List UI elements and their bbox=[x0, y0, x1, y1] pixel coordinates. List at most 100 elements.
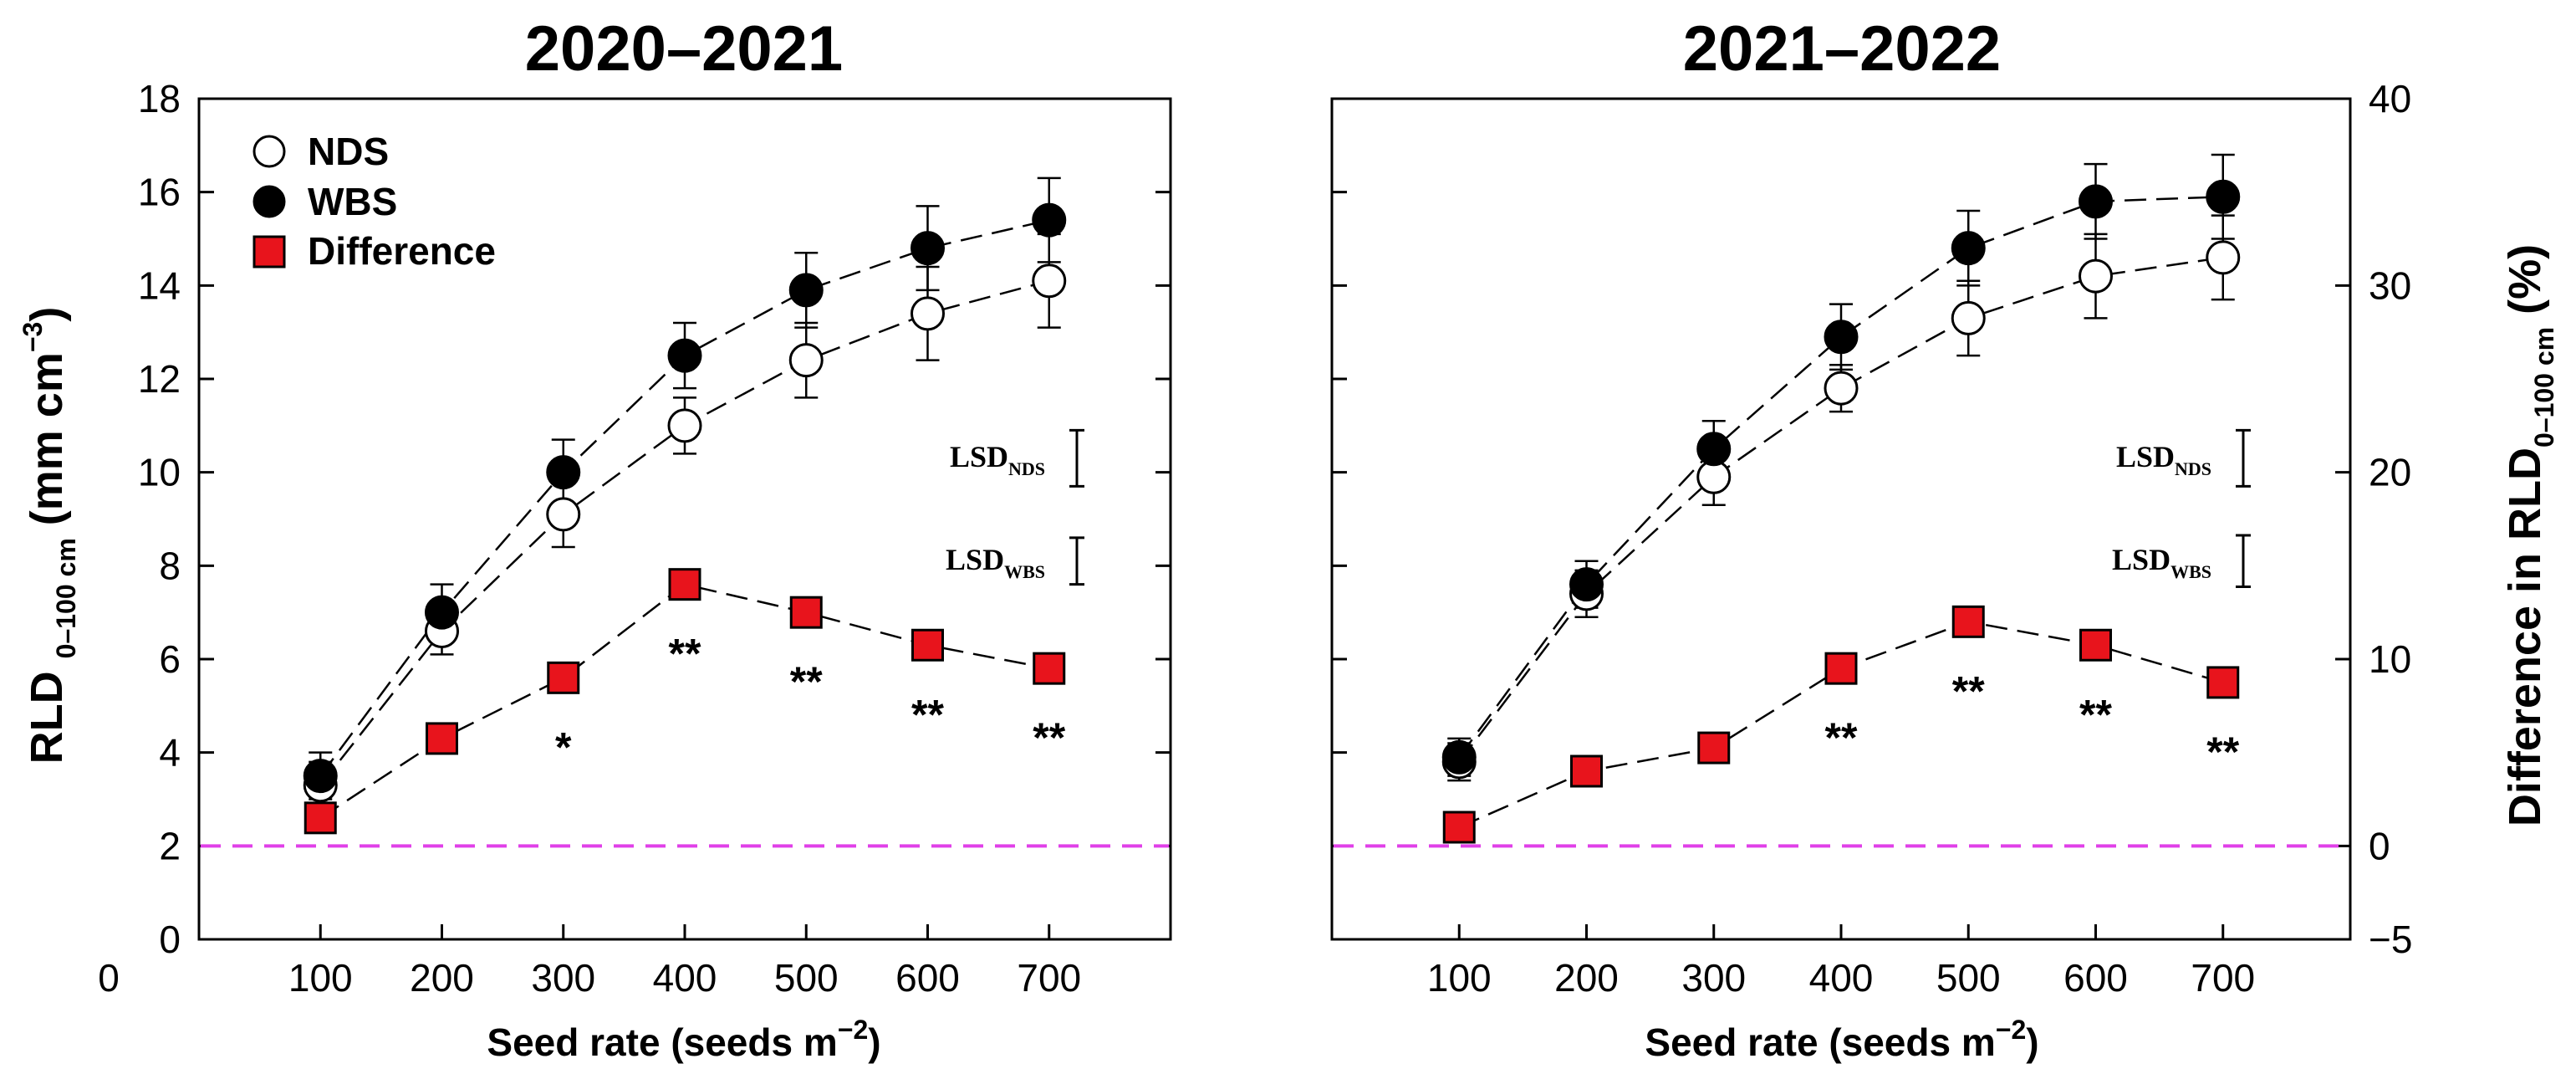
lsd-label-sub: NDS bbox=[1008, 458, 1045, 479]
lsd-label-sub: WBS bbox=[1004, 561, 1045, 582]
point-difference bbox=[1824, 652, 1858, 685]
legend-marker-difference bbox=[252, 235, 286, 268]
y2-tick-label: 20 bbox=[2369, 451, 2411, 494]
panel-2020-2021: 2020–2021 0 2 4 6 8 10 12 14 16 18 0 100 200 300 400 5… bbox=[18, 13, 1172, 1064]
x-tick-label: 500 bbox=[774, 956, 839, 1000]
legend-marker-wbs bbox=[252, 185, 286, 218]
legend-label-difference: Difference bbox=[308, 229, 496, 273]
point-nds bbox=[1032, 263, 1067, 299]
y-tick-label: 4 bbox=[159, 731, 181, 775]
lsd-label-main: LSD bbox=[950, 440, 1008, 473]
y2-tick-label: 40 bbox=[2369, 77, 2411, 120]
significance-label: ** bbox=[1825, 714, 1858, 761]
y2-axis-label: Difference in RLD0–100 cm (%) bbox=[2500, 244, 2559, 826]
point-difference bbox=[1697, 731, 1731, 765]
y-tick-label: 2 bbox=[159, 824, 181, 867]
legend-marker-nds bbox=[252, 135, 286, 168]
x-axis-ticks: 0 100 200 300 400 500 600 700 bbox=[98, 924, 1081, 1000]
y2-tick-label: 0 bbox=[2369, 824, 2390, 867]
legend-label-wbs: WBS bbox=[308, 180, 397, 223]
x-axis-ticks: 100 200 300 400 500 600 700 bbox=[1427, 924, 2255, 1000]
x-tick-label: 300 bbox=[531, 956, 595, 1000]
y-tick-label: 14 bbox=[138, 263, 181, 307]
point-difference bbox=[1033, 652, 1066, 685]
point-difference bbox=[547, 661, 580, 694]
x-tick-label: 400 bbox=[653, 956, 717, 1000]
x-axis-label: Seed rate (seeds m−2) bbox=[487, 1015, 880, 1064]
y2-tick-label: −5 bbox=[2369, 918, 2412, 961]
panel-2021-2022: 2021–2022 −5 0 10 20 30 40 100 200 300 400 500 600… bbox=[1330, 13, 2559, 1064]
point-wbs bbox=[546, 455, 581, 490]
point-wbs bbox=[1951, 231, 1986, 266]
point-wbs bbox=[1441, 739, 1477, 775]
point-difference bbox=[304, 801, 337, 835]
point-wbs bbox=[2079, 184, 2113, 219]
significance-label: * bbox=[555, 724, 572, 770]
chart-title: 2021–2022 bbox=[1683, 13, 2001, 84]
point-wbs bbox=[1569, 567, 1604, 602]
lsd-label-sub: NDS bbox=[2175, 458, 2211, 479]
y2-tick-label: 30 bbox=[2369, 263, 2411, 307]
y-axis-label: RLD 0–100 cm (mm cm−3) bbox=[18, 307, 81, 765]
x-tick-label: 700 bbox=[2191, 956, 2255, 1000]
significance-label: ** bbox=[790, 658, 823, 705]
x-tick-label: 600 bbox=[2063, 956, 2128, 1000]
x-tick-label: 600 bbox=[895, 956, 960, 1000]
plot-frame bbox=[1330, 97, 2352, 941]
x-tick-label: 100 bbox=[1427, 956, 1492, 1000]
point-wbs bbox=[303, 759, 338, 794]
point-difference bbox=[426, 722, 458, 755]
lsd-label: LSDNDS bbox=[2116, 440, 2211, 479]
lsd-label-sub: WBS bbox=[2170, 561, 2211, 582]
legend-label-nds: NDS bbox=[308, 130, 389, 173]
point-wbs bbox=[1032, 202, 1067, 238]
point-wbs bbox=[2206, 179, 2241, 214]
y2-tick-label: 10 bbox=[2369, 637, 2411, 681]
x-tick-label: 300 bbox=[1681, 956, 1746, 1000]
y-axis-ticks: 0 2 4 6 8 10 12 14 16 18 bbox=[138, 77, 1171, 961]
point-difference bbox=[911, 628, 944, 662]
x-axis-label: Seed rate (seeds m−2) bbox=[1645, 1015, 2038, 1064]
y-tick-label: 16 bbox=[138, 171, 181, 214]
point-difference bbox=[668, 568, 701, 601]
significance-label: ** bbox=[669, 631, 701, 678]
point-wbs bbox=[788, 273, 824, 308]
point-wbs bbox=[1696, 432, 1732, 467]
y-tick-label: 8 bbox=[159, 544, 181, 587]
y-tick-label: 12 bbox=[138, 357, 181, 401]
y2-axis-ticks: −5 0 10 20 30 40 bbox=[1332, 77, 2412, 961]
point-wbs bbox=[667, 338, 702, 373]
point-wbs bbox=[911, 231, 945, 266]
point-difference bbox=[2079, 628, 2112, 662]
chart-title: 2020–2021 bbox=[525, 13, 843, 84]
point-nds bbox=[2079, 258, 2113, 294]
point-nds bbox=[788, 343, 824, 378]
point-nds bbox=[911, 296, 945, 331]
y-tick-label: 0 bbox=[159, 918, 181, 961]
data-points: ******* ** bbox=[303, 202, 1067, 835]
point-nds bbox=[1951, 300, 1986, 335]
legend: NDS WBS Difference bbox=[252, 130, 496, 273]
lsd-label: LSDWBS bbox=[2112, 543, 2211, 582]
point-difference bbox=[1951, 605, 1985, 638]
data-points: ** ** ** ** bbox=[1441, 179, 2241, 844]
lsd-label-main: LSD bbox=[2112, 543, 2170, 576]
y-tick-label: 18 bbox=[138, 77, 181, 120]
lsd-label: LSDWBS bbox=[946, 543, 1045, 582]
significance-label: ** bbox=[2206, 729, 2239, 775]
x-tick-label: 700 bbox=[1017, 956, 1081, 1000]
x-tick-label: 0 bbox=[98, 956, 120, 1000]
x-tick-label: 400 bbox=[1809, 956, 1874, 1000]
x-tick-label: 100 bbox=[288, 956, 353, 1000]
lsd-label-main: LSD bbox=[2116, 440, 2175, 473]
x-tick-label: 500 bbox=[1936, 956, 2001, 1000]
significance-label: ** bbox=[1033, 714, 1065, 761]
lsd-label-main: LSD bbox=[946, 543, 1004, 576]
point-nds bbox=[1824, 371, 1859, 406]
point-difference bbox=[2206, 666, 2240, 699]
x-tick-label: 200 bbox=[410, 956, 474, 1000]
point-nds bbox=[667, 408, 702, 443]
